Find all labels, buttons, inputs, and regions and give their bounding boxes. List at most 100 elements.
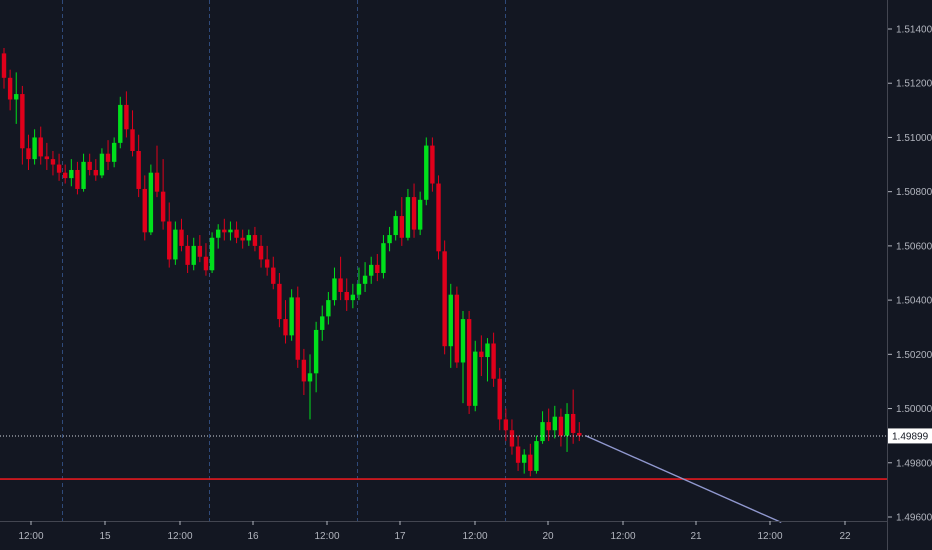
- candle-body: [56, 164, 62, 173]
- candle-body: [160, 191, 166, 222]
- candle-body: [271, 267, 276, 284]
- candle-body: [399, 216, 404, 238]
- candle-body: [369, 264, 374, 276]
- candle-body: [26, 148, 31, 160]
- x-tick-label: 12:00: [757, 531, 782, 542]
- y-tick-label: 1.50000: [896, 404, 932, 415]
- candle-body: [148, 172, 154, 233]
- candle-body: [105, 153, 111, 162]
- candle-body: [442, 251, 447, 347]
- candle-body: [14, 94, 19, 100]
- candle-body: [540, 422, 545, 442]
- x-tick-label: 12:00: [18, 531, 43, 542]
- candle-body: [485, 343, 490, 358]
- candle-body: [222, 229, 227, 233]
- candle-body: [228, 229, 233, 233]
- candle-body: [497, 378, 502, 420]
- candle-body: [142, 188, 147, 233]
- candle-body: [7, 77, 13, 100]
- x-tick-label: 12:00: [167, 531, 192, 542]
- candle-body: [130, 129, 135, 151]
- candle-body: [264, 259, 270, 268]
- y-tick-label: 1.51000: [896, 133, 932, 144]
- candle-body: [552, 416, 557, 431]
- candle-body: [381, 243, 386, 273]
- candle-body: [179, 229, 184, 246]
- candle-body: [436, 183, 441, 252]
- candle-body: [338, 278, 343, 292]
- candles-layer: [1, 47, 582, 477]
- candle-body: [246, 235, 251, 241]
- x-tick-label: 21: [690, 531, 702, 542]
- candle-body: [503, 419, 509, 431]
- y-tick-label: 1.50800: [896, 187, 932, 198]
- candle-body: [405, 197, 411, 238]
- x-tick-label: 17: [394, 531, 406, 542]
- candle-body: [466, 319, 472, 406]
- candle-body: [136, 151, 141, 189]
- x-tick-label: 20: [542, 531, 554, 542]
- x-tick-label: 12:00: [462, 531, 487, 542]
- candle-body: [185, 245, 190, 265]
- x-tick-label: 16: [247, 531, 259, 542]
- candle-body: [344, 291, 349, 301]
- candle-body: [75, 169, 80, 189]
- candle-body: [63, 172, 68, 179]
- candle-body: [197, 245, 203, 257]
- candle-body: [124, 104, 129, 130]
- x-tick-label: 12:00: [314, 531, 339, 542]
- y-tick-label: 1.50200: [896, 350, 932, 361]
- candle-body: [93, 169, 98, 176]
- time-axis[interactable]: 12:00 15 12:00 16 12:00 17 12:00 20 12:00 21 12:00…: [18, 521, 851, 542]
- candle-body: [577, 432, 582, 436]
- candle-body: [460, 319, 466, 363]
- candle-body: [570, 413, 576, 433]
- candle-body: [320, 316, 325, 330]
- candle-body: [362, 275, 368, 284]
- candle-body: [454, 294, 460, 363]
- x-tick-label: 15: [99, 531, 111, 542]
- candle-body: [509, 430, 515, 447]
- y-tick-label: 1.51200: [896, 79, 932, 90]
- y-tick-label: 1.51400: [896, 25, 932, 36]
- candle-body: [375, 264, 380, 273]
- candle-body: [203, 256, 209, 271]
- current-price-label: 1.49899: [892, 431, 929, 442]
- candle-body: [216, 229, 221, 238]
- candle-body: [191, 245, 196, 265]
- candle-body: [234, 229, 239, 238]
- candle-body: [387, 235, 392, 244]
- candle-body: [289, 297, 294, 336]
- candle-body: [44, 156, 50, 160]
- candle-body: [1, 53, 7, 78]
- candle-body: [154, 172, 160, 192]
- candle-body: [491, 343, 496, 379]
- candle-body: [99, 153, 105, 176]
- candle-body: [411, 197, 417, 230]
- candle-body: [326, 300, 331, 317]
- candle-body: [417, 199, 423, 230]
- candle-body: [277, 283, 282, 320]
- candle-body: [258, 245, 264, 260]
- y-tick-label: 1.49800: [896, 458, 932, 469]
- candle-body: [283, 319, 288, 336]
- candle-body: [111, 142, 117, 162]
- candle-body: [393, 216, 398, 236]
- candle-body: [430, 145, 435, 184]
- x-tick-label: 22: [839, 531, 851, 542]
- candle-body: [564, 413, 570, 436]
- candle-body: [313, 329, 319, 374]
- trend-line[interactable]: [585, 435, 782, 524]
- price-axis[interactable]: 1.51400 1.51200 1.51000 1.50800 1.50600 1.504…: [888, 25, 932, 524]
- candle-body: [81, 161, 86, 189]
- candle-body: [32, 137, 37, 160]
- candle-body: [295, 297, 300, 360]
- candle-body: [448, 294, 453, 347]
- candle-body: [240, 237, 245, 241]
- candle-body: [522, 454, 527, 463]
- candle-body: [528, 454, 533, 471]
- candle-body: [252, 235, 258, 246]
- candle-body: [356, 283, 362, 295]
